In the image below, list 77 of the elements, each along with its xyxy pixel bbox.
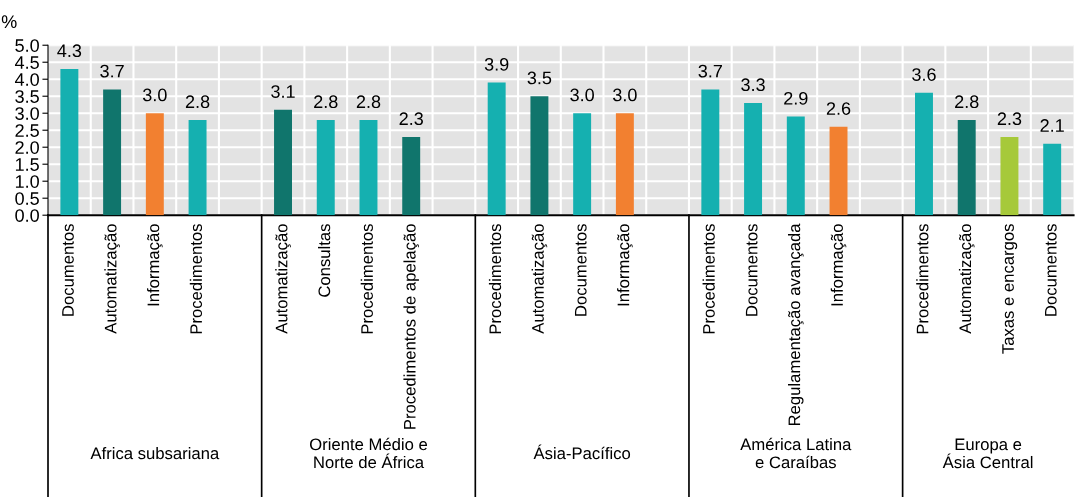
y-tick-label: 4.5 — [14, 56, 39, 69]
y-tick-label: 2.0 — [15, 141, 39, 154]
x-tick-label: Informação — [617, 224, 633, 306]
text: Ásia-Pacífico — [533, 444, 631, 460]
text: Oriente Médio e Norte de África — [309, 437, 428, 469]
data-label: 2.9 — [784, 91, 808, 105]
x-tick-label: Consultas — [317, 224, 331, 297]
bar — [744, 103, 763, 216]
y-tick-label: 3.5 — [15, 90, 39, 103]
bar — [487, 82, 506, 216]
x-tick-label: Automatização — [531, 224, 548, 334]
data-label: 2.6 — [826, 102, 851, 115]
data-label: 3.9 — [484, 57, 509, 71]
data-label: 3.7 — [698, 64, 722, 78]
data-label: 3.7 — [100, 64, 124, 78]
x-tick-label: Procedimentos — [916, 224, 929, 334]
bar — [316, 120, 335, 216]
bar — [1000, 137, 1019, 216]
data-label: 3.0 — [613, 88, 637, 102]
x-tick-label: Automatização — [275, 224, 291, 334]
x-tick-label: Procedimentos — [488, 224, 502, 334]
bar — [103, 89, 122, 216]
x-tick-label: Procedimentos — [702, 224, 715, 334]
data-label: 2.3 — [399, 112, 423, 126]
x-tick-label: Taxas e encargos — [1002, 224, 1018, 354]
x-tick-label: Documentos — [62, 224, 74, 316]
x-tick-label: Procedimentos de apelação — [403, 224, 420, 429]
y-tick-label: 0.5 — [15, 192, 39, 205]
y-tick-label: 1.5 — [15, 158, 39, 171]
bar — [573, 113, 592, 216]
x-tick-label: Documentos — [574, 224, 587, 316]
bar — [829, 126, 848, 216]
text: Africa subsariana — [90, 446, 220, 460]
data-label: 3.6 — [912, 68, 936, 81]
text: América Latina e Caraíbas — [740, 437, 852, 469]
bar — [915, 92, 933, 216]
bar — [530, 96, 549, 216]
data-label: 3.0 — [142, 88, 167, 102]
x-tick-label: Regulamentação avançada — [787, 223, 804, 426]
data-label: 2.8 — [955, 95, 979, 109]
y-tick-label: 0.0 — [15, 209, 39, 222]
x-tick-label: Informação — [147, 224, 163, 306]
bar — [1043, 143, 1062, 216]
data-label: 3.0 — [570, 88, 594, 102]
y-tick-label: 2.5 — [15, 124, 39, 137]
x-tick-label: Automatização — [104, 224, 120, 334]
data-label: 3.5 — [527, 71, 552, 85]
x-tick-label: Documentos — [745, 224, 758, 316]
y-tick-label: 3.0 — [15, 107, 39, 120]
x-tick-label: Documentos — [1045, 224, 1057, 316]
data-label: 2.1 — [1040, 119, 1064, 132]
data-label: 3.1 — [271, 85, 295, 98]
bar — [60, 69, 79, 216]
bar — [359, 120, 378, 216]
data-label: 2.3 — [997, 112, 1022, 126]
y-axis-title: % — [1, 15, 17, 28]
y-tick-label: 1.0 — [15, 175, 39, 188]
bar — [615, 113, 634, 216]
bar — [957, 120, 976, 216]
data-label: 2.8 — [356, 95, 381, 109]
y-tick-label: 5.0 — [15, 39, 39, 52]
bar — [786, 116, 805, 216]
data-label: 4.3 — [57, 44, 82, 58]
bar — [274, 109, 292, 216]
y-tick-label: 4.0 — [14, 73, 39, 86]
data-label: 2.8 — [185, 95, 210, 109]
data-label: 3.3 — [741, 78, 765, 92]
bar — [402, 137, 421, 216]
bar — [145, 113, 164, 216]
x-tick-label: Procedimentos — [189, 224, 203, 334]
data-label: 2.8 — [314, 95, 338, 109]
x-tick-label: Procedimentos — [360, 224, 373, 334]
x-tick-label: Automatização — [958, 224, 975, 334]
text: Europa e Ásia Central — [942, 438, 1033, 469]
bar — [701, 89, 720, 216]
bar — [188, 120, 207, 216]
x-tick-label: Informação — [830, 224, 847, 306]
